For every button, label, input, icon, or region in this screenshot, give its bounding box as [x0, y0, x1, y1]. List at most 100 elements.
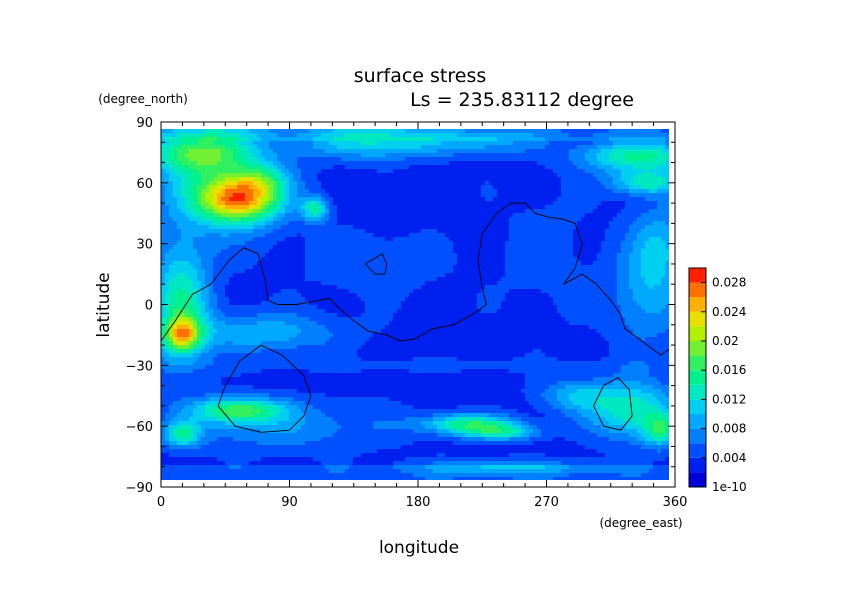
heatmap-cell	[217, 225, 221, 229]
heatmap-cell	[185, 237, 189, 241]
heatmap-cell	[329, 193, 333, 197]
heatmap-cell	[565, 205, 569, 209]
heatmap-cell	[585, 229, 589, 233]
heatmap-cell	[509, 273, 513, 277]
heatmap-cell	[565, 181, 569, 185]
heatmap-cell	[377, 225, 381, 229]
heatmap-cell	[433, 165, 437, 169]
heatmap-cell	[533, 221, 537, 225]
heatmap-cell	[169, 221, 173, 225]
heatmap-cell	[317, 153, 321, 157]
heatmap-cell	[301, 233, 305, 237]
heatmap-cell	[329, 253, 333, 257]
heatmap-cell	[193, 193, 197, 197]
heatmap-cell	[249, 209, 253, 213]
heatmap-cell	[381, 149, 385, 153]
heatmap-cell	[597, 165, 601, 169]
heatmap-cell	[533, 129, 537, 133]
heatmap-cell	[289, 273, 293, 277]
heatmap-cell	[601, 173, 605, 177]
heatmap-cell	[393, 213, 397, 217]
heatmap-cell	[605, 233, 609, 237]
heatmap-cell	[241, 269, 245, 273]
heatmap-cell	[253, 269, 257, 273]
heatmap-cell	[585, 165, 589, 169]
heatmap-cell	[581, 253, 585, 257]
heatmap-cell	[269, 205, 273, 209]
heatmap-cell	[189, 225, 193, 229]
heatmap-cell	[241, 173, 245, 177]
heatmap-cell	[549, 213, 553, 217]
heatmap-cell	[585, 205, 589, 209]
heatmap-cell	[233, 221, 237, 225]
heatmap-cell	[333, 273, 337, 277]
heatmap-cell	[233, 245, 237, 249]
heatmap-cell	[569, 193, 573, 197]
heatmap-cell	[225, 197, 229, 201]
heatmap-cell	[245, 217, 249, 221]
heatmap-cell	[365, 201, 369, 205]
heatmap-cell	[381, 233, 385, 237]
heatmap-cell	[601, 189, 605, 193]
heatmap-cell	[537, 273, 541, 277]
heatmap-cell	[561, 241, 565, 245]
heatmap-cell	[217, 149, 221, 153]
heatmap-cell	[397, 181, 401, 185]
heatmap-cell	[265, 181, 269, 185]
heatmap-cell	[529, 281, 533, 285]
heatmap-cell	[217, 181, 221, 185]
heatmap-cell	[485, 173, 489, 177]
heatmap-cell	[365, 161, 369, 165]
heatmap-cell	[213, 221, 217, 225]
heatmap-cell	[545, 253, 549, 257]
heatmap-cell	[613, 281, 617, 285]
heatmap-cell	[177, 277, 181, 281]
heatmap-cell	[209, 273, 213, 277]
heatmap-cell	[381, 141, 385, 145]
heatmap-cell	[449, 137, 453, 141]
heatmap-cell	[225, 209, 229, 213]
heatmap-cell	[665, 253, 669, 257]
heatmap-cell	[313, 225, 317, 229]
heatmap-cell	[165, 245, 169, 249]
heatmap-cell	[301, 273, 305, 277]
heatmap-cell	[533, 145, 537, 149]
heatmap-cell	[329, 213, 333, 217]
heatmap-cell	[253, 173, 257, 177]
heatmap-cell	[533, 137, 537, 141]
heatmap-cell	[653, 141, 657, 145]
heatmap-cell	[497, 273, 501, 277]
heatmap-cell	[365, 241, 369, 245]
heatmap-cell	[469, 165, 473, 169]
heatmap-cell	[637, 149, 641, 153]
heatmap-cell	[485, 157, 489, 161]
heatmap-cell	[605, 213, 609, 217]
heatmap-cell	[189, 229, 193, 233]
heatmap-cell	[357, 165, 361, 169]
heatmap-cell	[429, 189, 433, 193]
heatmap-cell	[541, 173, 545, 177]
heatmap-cell	[621, 213, 625, 217]
heatmap-cell	[305, 197, 309, 201]
heatmap-cell	[205, 141, 209, 145]
heatmap-cell	[645, 209, 649, 213]
heatmap-cell	[233, 173, 237, 177]
heatmap-cell	[573, 197, 577, 201]
heatmap-cell	[417, 273, 421, 277]
heatmap-cell	[445, 189, 449, 193]
heatmap-cell	[449, 241, 453, 245]
heatmap-cell	[585, 133, 589, 137]
heatmap-cell	[413, 265, 417, 269]
heatmap-cell	[445, 209, 449, 213]
heatmap-cell	[501, 245, 505, 249]
heatmap-cell	[473, 237, 477, 241]
heatmap-cell	[449, 281, 453, 285]
heatmap-cell	[461, 253, 465, 257]
heatmap-cell	[193, 237, 197, 241]
heatmap-cell	[197, 133, 201, 137]
heatmap-cell	[277, 285, 281, 289]
heatmap-cell	[425, 145, 429, 149]
heatmap-cell	[281, 189, 285, 193]
heatmap-cell	[381, 197, 385, 201]
heatmap-cell	[433, 221, 437, 225]
